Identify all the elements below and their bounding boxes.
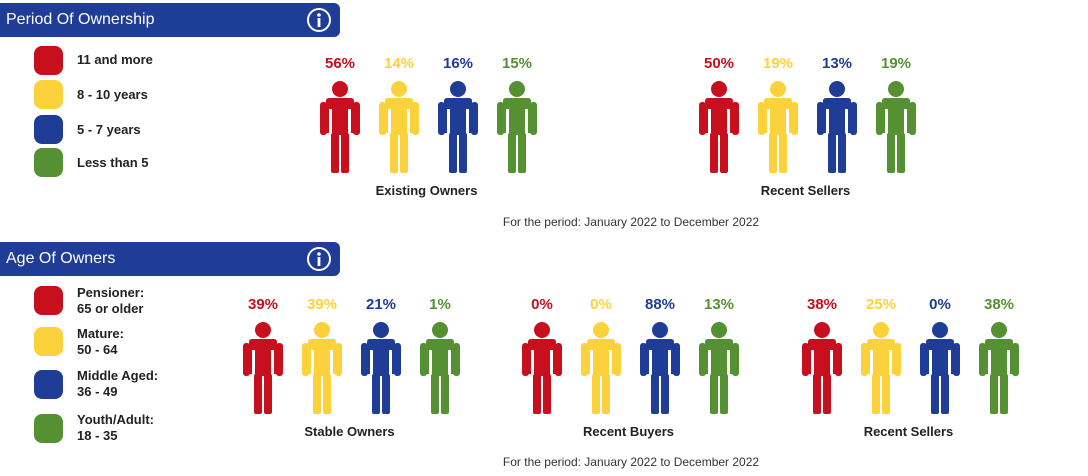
percentage-label: 38% bbox=[806, 296, 838, 313]
person-icon bbox=[379, 81, 419, 173]
legend-label: 8 - 10 years bbox=[77, 87, 148, 102]
person-marker: 38% bbox=[800, 296, 844, 416]
person-icon bbox=[640, 322, 680, 414]
legend-label: 11 and more bbox=[77, 52, 153, 67]
section-header-age-of-owners: Age Of Owners bbox=[0, 242, 340, 276]
percentage-label: 39% bbox=[247, 296, 279, 313]
percentage-label: 21% bbox=[365, 296, 397, 313]
person-icon bbox=[581, 322, 621, 414]
person-icon bbox=[758, 81, 798, 173]
legend-swatch-red bbox=[34, 46, 63, 75]
person-icon bbox=[876, 81, 916, 173]
percentage-label: 56% bbox=[324, 55, 356, 72]
percentage-label: 15% bbox=[501, 55, 533, 72]
person-icon bbox=[243, 322, 283, 414]
person-marker: 38% bbox=[977, 296, 1021, 416]
legend-swatch-yellow bbox=[34, 80, 63, 109]
percentage-label: 1% bbox=[429, 296, 451, 313]
person-icon bbox=[699, 322, 739, 414]
person-icon bbox=[802, 322, 842, 414]
person-marker: 19% bbox=[756, 55, 800, 175]
legend-label: 5 - 7 years bbox=[77, 122, 141, 137]
group-label: Recent Sellers bbox=[760, 183, 851, 198]
legend-label: Mature: 50 - 64 bbox=[77, 326, 124, 357]
legend-swatch-yellow bbox=[34, 327, 63, 356]
legend-swatch-blue bbox=[34, 115, 63, 144]
person-marker: 0% bbox=[918, 296, 962, 416]
person-marker: 50% bbox=[697, 55, 741, 175]
legend-label: Middle Aged: 36 - 49 bbox=[77, 368, 159, 399]
person-marker: 15% bbox=[495, 55, 539, 175]
legend-label: Less than 5 bbox=[77, 155, 149, 170]
person-icon bbox=[861, 322, 901, 414]
legend-label: Youth/Adult: 18 - 35 bbox=[77, 412, 155, 443]
person-marker: 56% bbox=[318, 55, 362, 175]
section-title: Age Of Owners bbox=[6, 250, 116, 267]
section-header-period-of-ownership: Period Of Ownership bbox=[0, 3, 340, 37]
person-marker: 39% bbox=[300, 296, 344, 416]
percentage-label: 39% bbox=[306, 296, 338, 313]
percentage-label: 13% bbox=[821, 55, 853, 72]
person-marker: 1% bbox=[418, 296, 462, 416]
person-marker: 19% bbox=[874, 55, 918, 175]
percentage-label: 25% bbox=[865, 296, 897, 313]
person-icon bbox=[320, 81, 360, 173]
legend-label: Pensioner: 65 or older bbox=[77, 285, 145, 316]
person-marker: 0% bbox=[520, 296, 564, 416]
percentage-label: 16% bbox=[442, 55, 474, 72]
legend-swatch-green bbox=[34, 414, 63, 443]
person-icon bbox=[361, 322, 401, 414]
group-label: Existing Owners bbox=[375, 183, 478, 198]
section-title: Period Of Ownership bbox=[6, 11, 155, 28]
person-marker: 14% bbox=[377, 55, 421, 175]
person-marker: 0% bbox=[579, 296, 623, 416]
person-icon bbox=[920, 322, 960, 414]
person-icon bbox=[497, 81, 537, 173]
period-text: For the period: January 2022 to December… bbox=[502, 455, 760, 469]
info-icon[interactable] bbox=[306, 7, 332, 33]
period-text: For the period: January 2022 to December… bbox=[502, 215, 760, 229]
person-marker: 13% bbox=[815, 55, 859, 175]
group-label: Recent Buyers bbox=[582, 424, 675, 439]
percentage-label: 38% bbox=[983, 296, 1015, 313]
percentage-label: 19% bbox=[880, 55, 912, 72]
person-marker: 21% bbox=[359, 296, 403, 416]
person-icon bbox=[979, 322, 1019, 414]
percentage-label: 13% bbox=[703, 296, 735, 313]
person-icon bbox=[302, 322, 342, 414]
person-marker: 13% bbox=[697, 296, 741, 416]
info-icon[interactable] bbox=[306, 246, 332, 272]
percentage-label: 88% bbox=[644, 296, 676, 313]
person-marker: 25% bbox=[859, 296, 903, 416]
legend-swatch-red bbox=[34, 286, 63, 315]
person-marker: 16% bbox=[436, 55, 480, 175]
legend-swatch-green bbox=[34, 148, 63, 177]
percentage-label: 14% bbox=[383, 55, 415, 72]
group-label: Recent Sellers bbox=[863, 424, 954, 439]
percentage-label: 0% bbox=[531, 296, 553, 313]
group-label: Stable Owners bbox=[304, 424, 395, 439]
legend-swatch-blue bbox=[34, 370, 63, 399]
person-marker: 88% bbox=[638, 296, 682, 416]
person-icon bbox=[699, 81, 739, 173]
person-icon bbox=[522, 322, 562, 414]
person-icon bbox=[438, 81, 478, 173]
person-marker: 39% bbox=[241, 296, 285, 416]
person-icon bbox=[420, 322, 460, 414]
percentage-label: 0% bbox=[590, 296, 612, 313]
percentage-label: 0% bbox=[929, 296, 951, 313]
person-icon bbox=[817, 81, 857, 173]
percentage-label: 19% bbox=[762, 55, 794, 72]
percentage-label: 50% bbox=[703, 55, 735, 72]
